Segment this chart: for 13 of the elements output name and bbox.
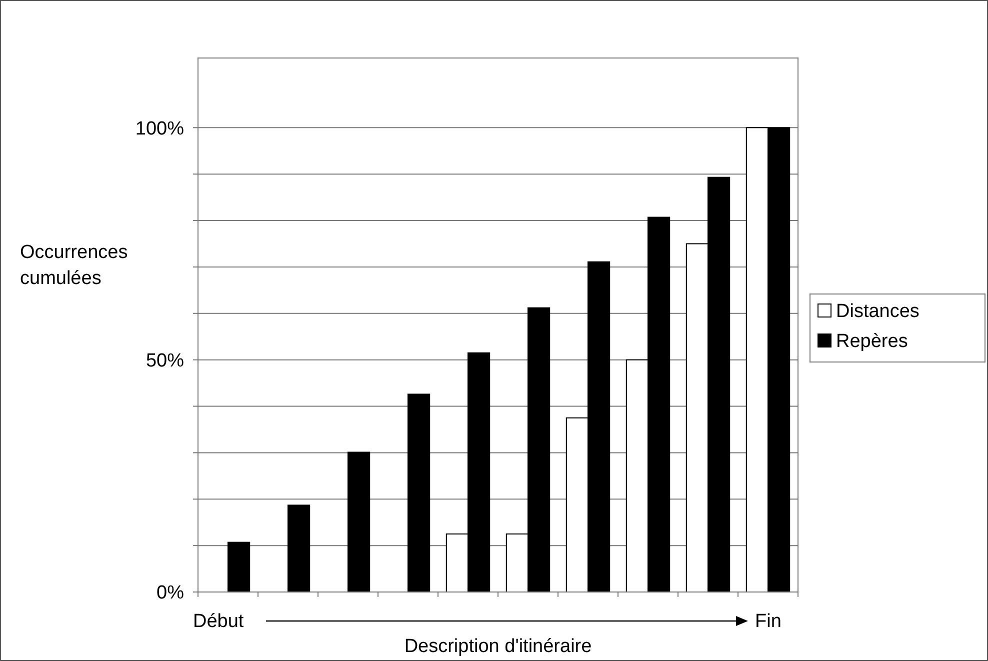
y-tick-label: 50% xyxy=(146,350,184,372)
text: Fin xyxy=(755,611,782,632)
bar xyxy=(408,394,430,592)
text: Début xyxy=(193,611,244,632)
y-tick-label: 100% xyxy=(135,118,184,140)
bar xyxy=(348,452,370,592)
x-axis-title: Description d'itinéraire xyxy=(404,636,592,657)
bar xyxy=(288,504,310,592)
y-tick-label: 0% xyxy=(156,582,184,604)
bar xyxy=(228,542,250,592)
y-axis-title: Occurrences cumulées xyxy=(20,242,128,289)
legend-label: Distances xyxy=(836,301,920,322)
legend-label: Repères xyxy=(836,331,908,352)
